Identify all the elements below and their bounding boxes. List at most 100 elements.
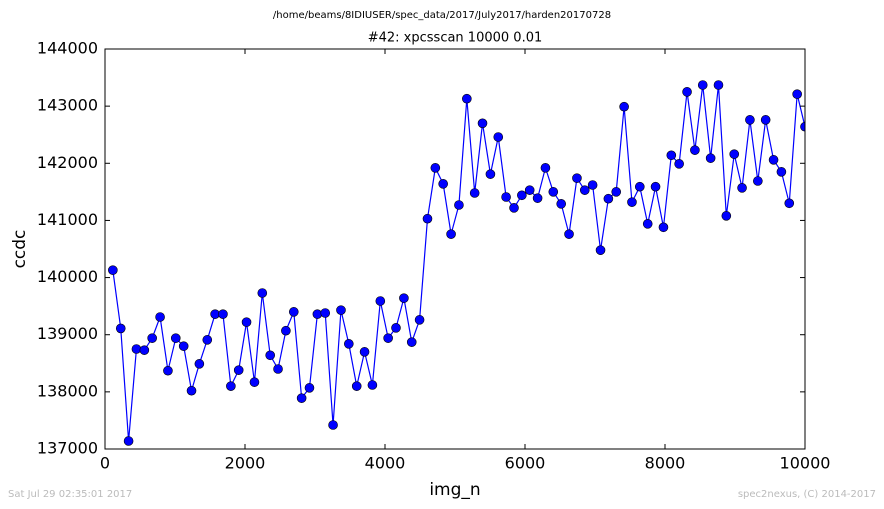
data-point <box>753 176 763 186</box>
data-point <box>241 317 252 327</box>
data-point <box>784 198 795 209</box>
data-point <box>540 163 551 173</box>
data-point <box>446 229 456 239</box>
x-tick-label: 2000 <box>225 454 266 473</box>
data-point <box>469 188 480 198</box>
data-point <box>414 315 425 325</box>
y-tick-label: 139000 <box>37 324 98 343</box>
data-point <box>800 121 805 132</box>
data-point <box>524 185 535 195</box>
data-point <box>721 211 732 221</box>
x-tick-label: 8000 <box>645 454 686 473</box>
data-point <box>233 365 244 375</box>
data-point <box>477 118 488 129</box>
data-point <box>336 305 346 315</box>
data-point <box>768 155 779 165</box>
data-point <box>406 337 417 347</box>
data-point <box>139 345 150 355</box>
data-point <box>627 197 637 207</box>
data-point <box>776 167 787 177</box>
data-point <box>147 333 157 343</box>
data-point <box>595 245 606 255</box>
data-point <box>399 293 409 303</box>
data-point <box>454 200 464 210</box>
x-tick-label: 6000 <box>505 454 546 473</box>
data-point <box>186 385 197 396</box>
data-point <box>288 307 299 317</box>
x-tick-label: 10000 <box>780 454 831 473</box>
data-point <box>359 347 370 357</box>
data-point <box>745 115 755 125</box>
data-point <box>320 308 331 318</box>
data-point <box>705 153 716 163</box>
data-point <box>170 333 181 343</box>
data-point <box>579 185 590 195</box>
data-point <box>564 229 574 239</box>
data-point <box>650 181 661 192</box>
y-tick-label: 140000 <box>37 267 98 286</box>
data-point <box>666 150 677 161</box>
data-point <box>328 420 338 430</box>
data-point <box>713 80 724 90</box>
data-point <box>115 323 126 334</box>
data-point <box>674 159 684 169</box>
data-point <box>281 325 291 336</box>
data-point <box>697 80 708 90</box>
y-axis-label: ccdc <box>10 230 30 269</box>
data-point <box>383 333 393 343</box>
data-point <box>430 163 441 173</box>
data-point <box>351 381 362 391</box>
data-point <box>375 296 386 306</box>
suptitle: /home/beams/8IDIUSER/spec_data/2017/July… <box>273 10 611 21</box>
data-point <box>344 339 354 349</box>
data-point <box>572 173 582 183</box>
data-point <box>532 193 543 203</box>
data-point <box>218 309 228 319</box>
data-point <box>123 436 134 446</box>
x-tick-label: 0 <box>100 454 110 473</box>
data-point <box>422 213 433 224</box>
data-point <box>257 288 268 298</box>
data-point <box>108 265 118 275</box>
y-tick-label: 141000 <box>37 210 98 229</box>
y-tick-label: 137000 <box>37 439 98 458</box>
data-point <box>658 222 669 233</box>
y-tick-label: 142000 <box>37 153 98 172</box>
data-point <box>312 309 323 319</box>
plot-area <box>108 80 805 446</box>
data-point <box>642 219 653 229</box>
y-tick-label: 143000 <box>37 96 98 115</box>
data-point <box>792 89 802 99</box>
data-point <box>304 383 315 393</box>
chart-title: #42: xpcsscan 10000 0.01 <box>368 31 543 46</box>
data-point <box>729 149 740 159</box>
data-point <box>202 335 213 345</box>
data-point <box>155 312 165 322</box>
y-tick-label: 138000 <box>37 381 98 400</box>
data-point <box>548 187 559 197</box>
data-point <box>194 359 205 369</box>
x-axis-label: img_n <box>429 480 480 500</box>
data-point <box>178 341 189 351</box>
data-line <box>112 84 805 442</box>
data-point <box>611 187 622 197</box>
footer-right: spec2nexus, (C) 2014-2017 <box>738 489 876 500</box>
data-point <box>265 350 276 361</box>
data-point <box>556 199 566 209</box>
data-point <box>603 193 614 204</box>
data-point <box>690 145 700 155</box>
data-point <box>509 203 519 213</box>
data-point <box>249 377 260 387</box>
axes-frame <box>104 48 806 450</box>
data-point <box>682 87 692 97</box>
data-point <box>737 183 747 193</box>
x-tick-label: 4000 <box>365 454 406 473</box>
data-point <box>438 179 448 189</box>
data-point <box>619 101 629 112</box>
data-point <box>131 344 142 354</box>
data-point <box>163 365 173 376</box>
data-point <box>391 323 401 333</box>
data-point <box>587 180 598 190</box>
data-point <box>760 115 771 125</box>
